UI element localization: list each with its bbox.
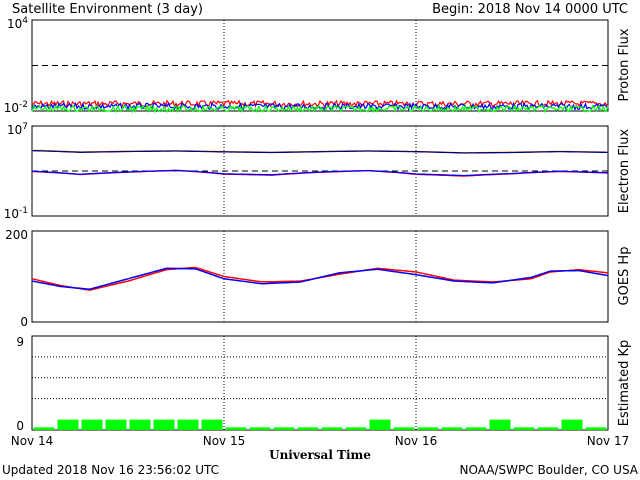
kp-bar bbox=[273, 427, 295, 430]
goes-hp-frame bbox=[31, 230, 609, 323]
kp-bar bbox=[33, 427, 55, 430]
kp-bar bbox=[513, 427, 535, 430]
kp-bar bbox=[561, 419, 583, 430]
kp-bar bbox=[129, 419, 151, 430]
kp-bar bbox=[489, 419, 511, 430]
hp-ytick-top: 200 bbox=[5, 228, 28, 242]
credit: NOAA/SWPC Boulder, CO USA bbox=[460, 463, 639, 477]
kp-bar bbox=[369, 419, 391, 430]
electron-flux-frame bbox=[31, 125, 609, 217]
proton-ytick-bottom: 10-2 bbox=[4, 100, 28, 115]
kp-bar bbox=[321, 427, 343, 430]
kp-bar bbox=[537, 427, 559, 430]
kp-ytick-top: 9 bbox=[16, 335, 24, 349]
goes-hp-panel: 200 0 GOES Hp bbox=[5, 228, 632, 329]
x-tick-nov14: Nov 14 bbox=[11, 434, 54, 448]
kp-bar bbox=[345, 427, 367, 430]
electron-ytick-top: 107 bbox=[7, 122, 28, 137]
electron-flux-panel: 107 10-1 Electron Flux bbox=[4, 122, 632, 221]
electron-series-navy bbox=[31, 149, 608, 154]
proton-series-green bbox=[31, 103, 609, 114]
x-tick-nov17: Nov 17 bbox=[587, 434, 630, 448]
kp-panel: 9 0 Estimated Kp bbox=[16, 335, 632, 433]
electron-series-blue bbox=[32, 169, 608, 177]
x-axis-label: Universal Time bbox=[269, 448, 371, 462]
chart-title: Satellite Environment (3 day) bbox=[12, 2, 203, 17]
kp-bar bbox=[201, 419, 223, 430]
begin-time: Begin: 2018 Nov 14 0000 UTC bbox=[432, 2, 628, 17]
x-axis: Nov 14 Nov 15 Nov 16 Nov 17 Universal Ti… bbox=[11, 434, 630, 462]
electron-ytick-bottom: 10-1 bbox=[4, 206, 28, 221]
kp-bar bbox=[249, 427, 271, 430]
kp-ytick-bottom: 0 bbox=[16, 419, 24, 433]
proton-series-red bbox=[31, 99, 609, 109]
kp-bar bbox=[393, 427, 415, 430]
proton-ytick-top: 104 bbox=[7, 16, 28, 31]
electron-flux-ylabel: Electron Flux bbox=[617, 128, 632, 213]
kp-bar bbox=[465, 427, 487, 430]
proton-series-blue bbox=[31, 101, 609, 112]
kp-bar bbox=[585, 427, 607, 430]
updated-time: Updated 2018 Nov 16 23:56:02 UTC bbox=[2, 463, 219, 477]
hp-series-blue bbox=[31, 267, 609, 290]
kp-bar bbox=[297, 427, 319, 430]
kp-bar bbox=[153, 419, 175, 430]
x-tick-nov16: Nov 16 bbox=[395, 434, 438, 448]
kp-bar bbox=[177, 419, 199, 430]
kp-bar bbox=[417, 427, 439, 430]
goes-hp-ylabel: GOES Hp bbox=[617, 247, 632, 306]
kp-bar bbox=[225, 427, 247, 430]
hp-ytick-bottom: 0 bbox=[20, 315, 28, 329]
proton-flux-ylabel: Proton Flux bbox=[617, 28, 632, 101]
kp-bar bbox=[441, 427, 463, 430]
x-tick-nov15: Nov 15 bbox=[203, 434, 246, 448]
kp-frame bbox=[31, 335, 609, 431]
kp-bar bbox=[105, 419, 127, 430]
kp-bar bbox=[57, 419, 79, 430]
kp-bar bbox=[81, 419, 103, 430]
chart-marks bbox=[31, 20, 609, 430]
proton-flux-frame bbox=[31, 19, 609, 112]
kp-ylabel: Estimated Kp bbox=[617, 340, 632, 427]
